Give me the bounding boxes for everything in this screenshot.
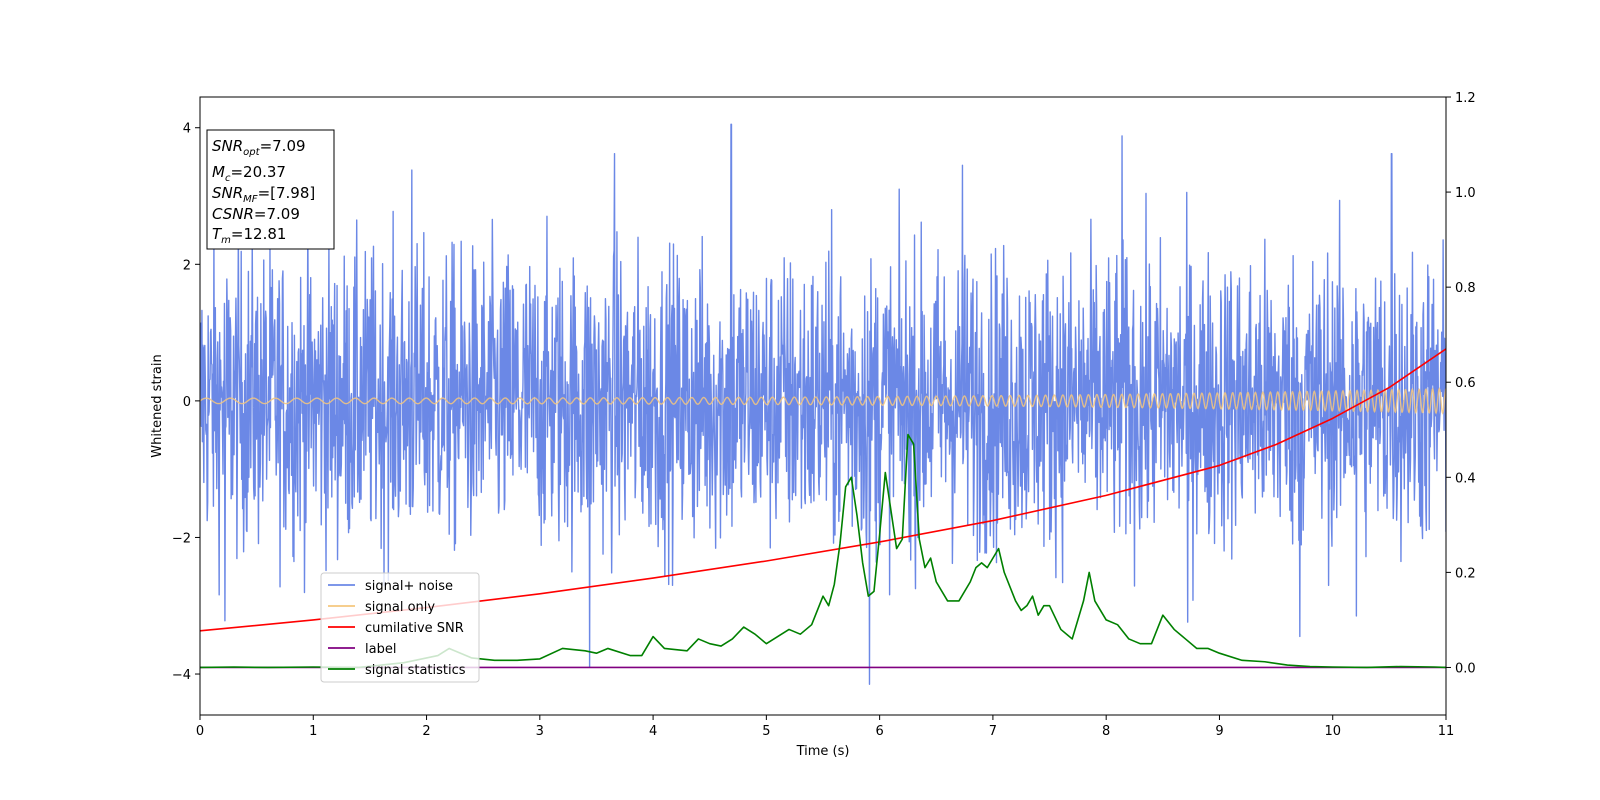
annotation-symbol: M	[212, 163, 225, 181]
x-tick-label: 6	[875, 724, 883, 739]
x-tick-label: 2	[422, 724, 430, 739]
series-line-signal-statistics	[200, 433, 1446, 669]
y-tick-label-right: 1.0	[1455, 186, 1476, 201]
x-tick-label: 1	[309, 724, 317, 739]
x-tick-label: 11	[1438, 724, 1455, 739]
y-tick-label-right: 0.0	[1455, 661, 1476, 676]
legend-frame	[320, 572, 480, 683]
annotation-subscript: MF	[243, 194, 258, 205]
legend-label-text: label	[365, 642, 396, 657]
y-tick-label-left: 2	[183, 258, 191, 273]
annotation-value: =7.09	[254, 205, 300, 223]
y-tick-label-right: 0.8	[1455, 281, 1476, 296]
annotation-line: SNRMF=[7.98]	[212, 184, 315, 205]
annotation-subscript: c	[225, 173, 231, 184]
x-axis-label: Time (s)	[796, 744, 850, 759]
annotation-value: =20.37	[230, 163, 286, 181]
annotation-box: SNRopt=7.09Mc=20.37SNRMF=[7.98]CSNR=7.09…	[206, 129, 335, 250]
annotation-symbol: SNR	[212, 184, 243, 202]
y-tick-label-right: 0.2	[1455, 566, 1476, 581]
annotation-value: =[7.98]	[258, 184, 316, 202]
legend-label-text: cumilative SNR	[365, 621, 464, 636]
annotation-symbol: T	[212, 225, 223, 243]
y-tick-label-right: 1.2	[1455, 91, 1476, 106]
annotation-symbol: SNR	[212, 137, 243, 155]
y-axis-label: Whitened strain	[150, 354, 165, 457]
series-line-signal-only	[200, 387, 1446, 415]
x-tick-label: 7	[989, 724, 997, 739]
annotation-value: =7.09	[260, 137, 306, 155]
y-tick-label-left: −2	[172, 531, 191, 546]
annotation-line: Mc=20.37	[212, 163, 286, 184]
annotation-line: CSNR=7.09	[212, 205, 300, 223]
plot-frame	[199, 96, 1447, 716]
annotation-subscript: opt	[243, 147, 260, 158]
x-tick-label: 5	[762, 724, 770, 739]
x-tick-label: 10	[1324, 724, 1341, 739]
legend-signal-only: signal only	[328, 600, 435, 615]
series-line-signal-noise	[200, 123, 1446, 685]
x-tick-label: 0	[196, 724, 204, 739]
x-tick-label: 3	[536, 724, 544, 739]
legend-cumulative-snr: cumilative SNR	[328, 621, 464, 636]
legend-signal-noise: signal+ noise	[328, 579, 453, 594]
legend-signal-statistics: signal statistics	[328, 663, 466, 678]
annotation-symbol: CSNR	[212, 205, 254, 223]
y-tick-label-right: 0.6	[1455, 376, 1476, 391]
legend-label-text: signal+ noise	[365, 579, 453, 594]
x-tick-label: 4	[649, 724, 657, 739]
legend-label-text: signal statistics	[365, 663, 466, 678]
annotation-subscript: m	[221, 235, 231, 246]
y-tick-label-right: 0.4	[1455, 471, 1476, 486]
y-axis-left: −4 −2 0 2 4	[172, 122, 200, 683]
y-tick-label-left: 4	[183, 122, 191, 137]
legend-label-text: signal only	[365, 600, 435, 615]
y-tick-label-left: 0	[183, 395, 191, 410]
x-axis: 0 1 2 3 4 5 6 7 8 9 10 11	[196, 715, 1454, 739]
annotation-line: SNRopt=7.09	[212, 137, 306, 158]
x-tick-label: 8	[1102, 724, 1110, 739]
y-tick-label-left: −4	[172, 668, 191, 683]
legend-label: label	[328, 642, 396, 657]
annotation-frame	[206, 129, 335, 250]
legend: signal+ noise signal only cumilative SNR la…	[320, 572, 480, 683]
x-tick-label: 9	[1215, 724, 1223, 739]
annotation-value: =12.81	[231, 225, 287, 243]
annotation-line: Tm=12.81	[212, 225, 286, 246]
y-axis-right: 0.0 0.2 0.4 0.6 0.8 1.0 1.2	[1446, 91, 1476, 676]
